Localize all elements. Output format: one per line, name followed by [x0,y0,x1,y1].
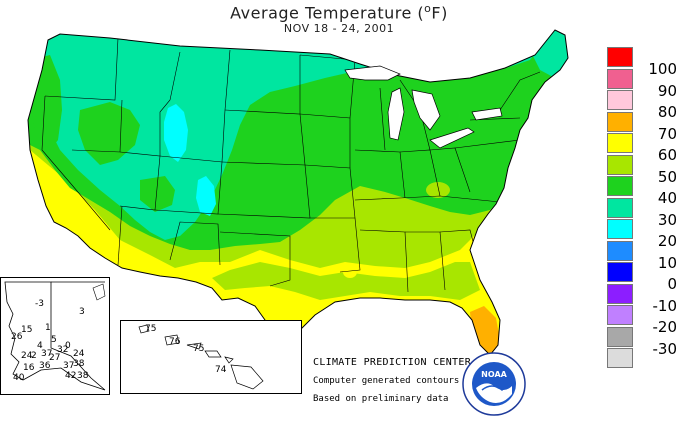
hi-station: 76 [169,337,181,347]
hi-station: 75 [145,324,157,334]
map-title: Average Temperature (oF) [0,2,678,22]
legend-swatch [607,68,633,89]
legend-swatch [607,47,633,67]
ak-station: -3 [35,299,44,309]
legend-label: 70 [657,124,677,143]
ak-station: 3 [79,307,85,317]
lake-erie [429,127,475,149]
band-70-sw [60,220,125,262]
ak-station: 16 [23,363,35,373]
legend-label: 0 [667,275,677,293]
noaa-logo: NOAA [462,352,526,416]
ak-station: 37 [63,361,75,371]
ak-station: 40 [13,373,25,383]
ak-station: 36 [39,361,51,371]
legend-label: 90 [657,81,677,100]
band-40-utah [140,176,175,212]
legend-swatch [607,154,633,175]
band-40-great-basin [78,102,140,165]
legend-label: 40 [657,189,677,207]
legend-swatch [607,283,633,304]
legend-swatch [607,90,633,110]
legend-label: 20 [657,232,677,250]
alaska-outline [4,281,106,391]
state-borders [41,37,541,293]
ak-station: 37 [41,349,53,359]
lake-huron [411,89,441,131]
ak-station: 2 [31,351,37,361]
legend-swatch [607,133,633,153]
legend-swatch [607,240,633,261]
legend-swatch [607,197,633,218]
band-20-colorado [196,176,216,216]
legend-swatch [607,348,633,368]
legend-label: 10 [657,253,677,272]
band-60-texas-spot [343,266,357,278]
ak-station: 5 [51,335,57,345]
ak-station: 0 [65,341,71,351]
ak-station: 24 [21,351,33,361]
alaska-inset: -3 3 15 1 5 0 26 4 32 24 37 27 2 36 37 2… [0,277,110,395]
lake-superior [344,65,401,81]
degree-symbol: o [424,2,432,15]
title-text: Average Temperature ( [230,3,425,23]
legend-swatch [607,219,633,239]
legend-label: 100 [648,60,677,78]
legend-label: -20 [652,318,678,336]
ak-station: 4 [37,341,43,351]
hawaii-inset: 75 76 75 74 [120,320,302,394]
ak-station: 24 [73,349,85,359]
ak-station: 38 [73,359,85,369]
legend-label: -30 [652,339,678,358]
legend-swatch [607,111,633,132]
great-lakes [344,65,503,149]
band-60-south-ok [212,262,480,300]
ak-station: 27 [49,353,61,363]
hi-station: 75 [193,344,205,354]
credit-center: CLIMATE PREDICTION CENTER, NOAA [313,357,509,368]
ak-station: 1 [45,323,51,333]
legend-label: 60 [657,146,677,164]
temperature-map [27,29,569,356]
hi-station: 74 [215,365,227,375]
band-50-ohio-valley [426,182,450,198]
lake-ontario [471,107,503,121]
band-20-montana [164,104,188,162]
legend-swatch [607,326,633,347]
legend-swatch [607,305,633,325]
us-outline [27,29,569,356]
ak-station: 32 [57,345,69,355]
credit-line-1: Computer generated contours [313,376,460,386]
legend-label: 50 [657,167,677,186]
legend-swatch [607,176,633,196]
noaa-logo-text: NOAA [481,370,507,379]
ak-station: 38 [77,371,89,381]
band-70-florida [470,306,500,355]
lake-michigan [387,87,405,141]
legend-label: 30 [657,210,677,229]
legend-swatch [607,262,633,282]
credit-line-2: Based on preliminary data [313,394,449,404]
legend-label: 80 [657,103,677,121]
ak-station: 42 [65,371,77,381]
ak-station: 26 [11,332,23,342]
date-range: NOV 18 - 24, 2001 [283,22,395,35]
ak-station: 15 [21,325,33,335]
title-unit: F) [431,3,448,23]
hawaii-outline [138,324,264,390]
legend-label: -10 [652,296,678,315]
